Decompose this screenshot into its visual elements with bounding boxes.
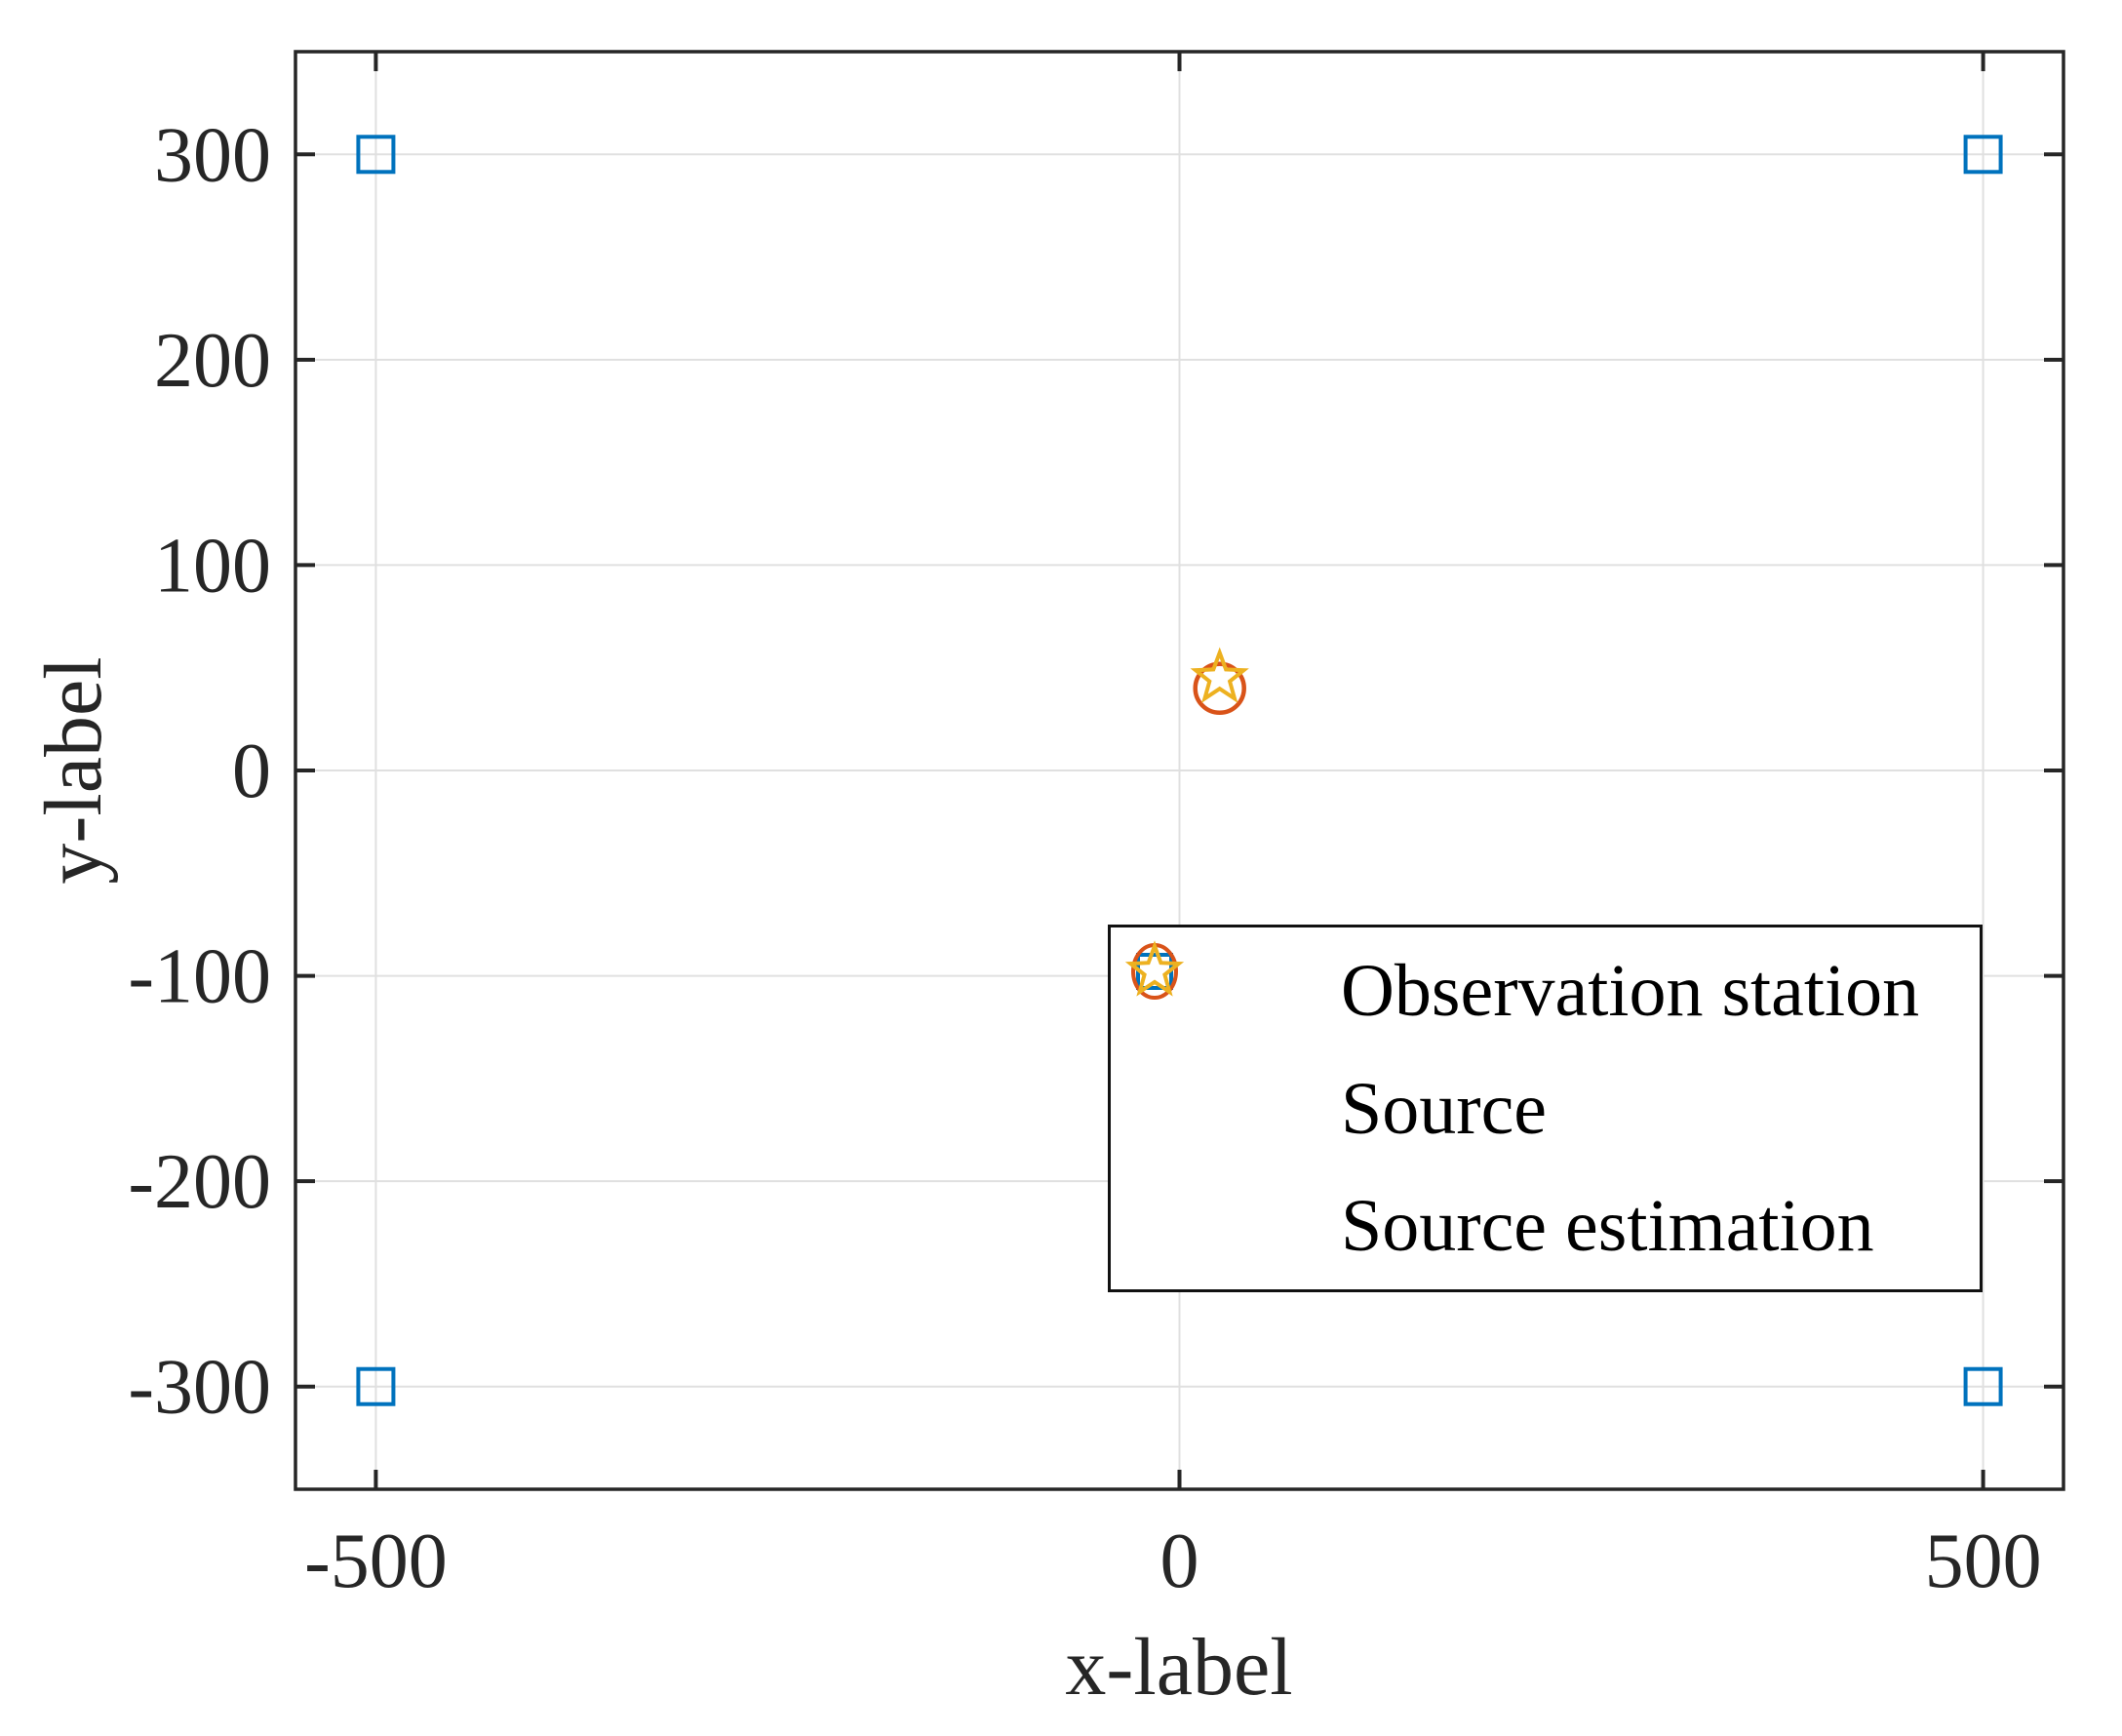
source-marker bbox=[1193, 661, 1246, 716]
y-axis-label: y-label bbox=[28, 656, 119, 885]
x-tick-label: -500 bbox=[304, 1519, 448, 1604]
legend-label: Source bbox=[1341, 1067, 1548, 1150]
y-tick-label: 200 bbox=[154, 318, 271, 404]
observation-station-marker bbox=[1963, 135, 2003, 175]
observation-station-marker bbox=[1963, 1366, 2003, 1406]
x-tick-label: 500 bbox=[1925, 1519, 2042, 1604]
legend-item-source: Source bbox=[1111, 943, 1980, 1163]
pentagram-glyph bbox=[1124, 940, 1185, 997]
y-tick-label: -200 bbox=[128, 1139, 271, 1225]
legend-item-source-estimation: Source estimation bbox=[1111, 940, 1980, 1281]
x-axis-label: x-label bbox=[1065, 1622, 1293, 1713]
y-tick-label: -300 bbox=[128, 1345, 271, 1431]
legend-label: Source estimation bbox=[1341, 1185, 1874, 1267]
star-marker-icon bbox=[1124, 940, 1185, 997]
y-tick-label: -100 bbox=[128, 934, 271, 1020]
observation-station-marker bbox=[356, 135, 396, 175]
y-tick-label: 300 bbox=[154, 112, 271, 198]
legend-label: Observation station bbox=[1341, 950, 1920, 1032]
legend-item-observation-station: Observation station bbox=[1111, 937, 1980, 1046]
source-estimation-marker bbox=[1190, 647, 1249, 703]
y-tick-label: 100 bbox=[154, 523, 271, 609]
x-tick-label: 0 bbox=[1160, 1519, 1199, 1604]
observation-station-marker bbox=[356, 1366, 396, 1406]
y-tick-label: 0 bbox=[232, 729, 271, 814]
legend: Observation station Source Source estima… bbox=[1108, 925, 1983, 1292]
